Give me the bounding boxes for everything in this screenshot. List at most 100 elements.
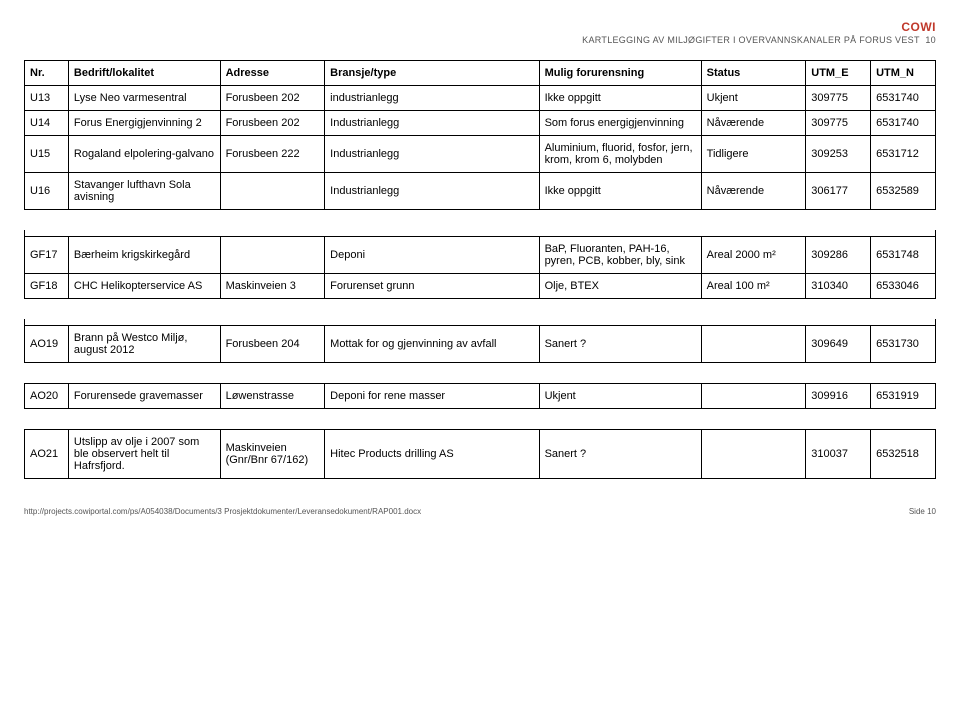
table-cell: GF17 [25,237,69,274]
col-header: Status [701,61,806,86]
table-cell: Maskinveien 3 [220,274,325,299]
table-cell: Brann på Westco Miljø, august 2012 [68,326,220,363]
table-cell: Industrianlegg [325,136,539,173]
footer-page: Side 10 [909,507,936,516]
table-row: U16Stavanger lufthavn Sola avisning Indus… [25,173,936,210]
table-row: AO19Brann på Westco Miljø, august 2012Fo… [25,326,936,363]
table-cell: 309775 [806,86,871,111]
footer-url: http://projects.cowiportal.com/ps/A05403… [24,507,421,516]
table-cell: GF18 [25,274,69,299]
table-cell: 6532518 [871,430,936,479]
table-cell: 6531919 [871,384,936,409]
table-cell: Forusbeen 204 [220,326,325,363]
table-cell: Forusbeen 202 [220,111,325,136]
table-cell: Hitec Products drilling AS [325,430,539,479]
table-cell: BaP, Fluoranten, PAH-16, pyren, PCB, kob… [539,237,701,274]
table-cell: Aluminium, fluorid, fosfor, jern, krom, … [539,136,701,173]
table-cell: Areal 100 m² [701,274,806,299]
table-cell: 309253 [806,136,871,173]
table-cell: Forurenset grunn [325,274,539,299]
table-cell [701,430,806,479]
table-cell: U15 [25,136,69,173]
table-row: AO20Forurensede gravemasserLøwenstrasseD… [25,384,936,409]
table-row: GF18CHC Helikopterservice ASMaskinveien … [25,274,936,299]
table-cell: CHC Helikopterservice AS [68,274,220,299]
table-cell: Maskinveien (Gnr/Bnr 67/162) [220,430,325,479]
table-cell: Industrianlegg [325,173,539,210]
table-cell: AO21 [25,430,69,479]
table-cell: Ukjent [701,86,806,111]
table-cell: Utslipp av olje i 2007 som ble observert… [68,430,220,479]
table-cell: 309649 [806,326,871,363]
table-row: U14Forus Energigjenvinning 2Forusbeen 20… [25,111,936,136]
table-cell: 6533046 [871,274,936,299]
table-header-row: Nr. Bedrift/lokalitet Adresse Bransje/ty… [25,61,936,86]
col-header: Mulig forurensning [539,61,701,86]
table-cell: Sanert ? [539,326,701,363]
table-cell: Forus Energigjenvinning 2 [68,111,220,136]
table-cell: Nåværende [701,173,806,210]
table-cell: 309775 [806,111,871,136]
table-cell: Bærheim krigskirkegård [68,237,220,274]
table-ao19: AO19Brann på Westco Miljø, august 2012Fo… [24,319,936,363]
table-cell: 309916 [806,384,871,409]
table-cell: Nåværende [701,111,806,136]
table-cell [701,326,806,363]
table-cell: Industrianlegg [325,111,539,136]
table-cell: AO19 [25,326,69,363]
brand-logo: COWI [901,20,936,34]
table-cell: Forusbeen 222 [220,136,325,173]
table-cell: 310037 [806,430,871,479]
table-cell: Mottak for og gjenvinning av avfall [325,326,539,363]
table-cell: AO20 [25,384,69,409]
col-header: Adresse [220,61,325,86]
col-header: UTM_E [806,61,871,86]
table-cell: 6532589 [871,173,936,210]
table-cell: 6531730 [871,326,936,363]
table-cell: industrianlegg [325,86,539,111]
table-cell: 310340 [806,274,871,299]
col-header: Nr. [25,61,69,86]
table-ao20: AO20Forurensede gravemasserLøwenstrasseD… [24,383,936,409]
table-cell: 6531740 [871,86,936,111]
table-cell: Som forus energigjenvinning [539,111,701,136]
table-cell: Deponi [325,237,539,274]
table-cell [220,173,325,210]
page-footer: http://projects.cowiportal.com/ps/A05403… [24,507,936,516]
page-header: COWI KARTLEGGING AV MILJØGIFTER I OVERVA… [24,20,936,46]
table-cell [220,237,325,274]
table-cell [701,384,806,409]
col-header: UTM_N [871,61,936,86]
table-cell: Stavanger lufthavn Sola avisning [68,173,220,210]
table-cell: Ikke oppgitt [539,86,701,111]
col-header: Bedrift/lokalitet [68,61,220,86]
table-cell: 309286 [806,237,871,274]
table-cell: Løwenstrasse [220,384,325,409]
table-cell: Ukjent [539,384,701,409]
table-row: GF17Bærheim krigskirkegård DeponiBaP, Flu… [25,237,936,274]
table-cell: 6531748 [871,237,936,274]
table-cell: Areal 2000 m² [701,237,806,274]
table-cell: 6531712 [871,136,936,173]
table-cell: 6531740 [871,111,936,136]
table-row: U13Lyse Neo varmesentralForusbeen 202ind… [25,86,936,111]
table-cell: Rogaland elpolering-galvano [68,136,220,173]
table-row: AO21Utslipp av olje i 2007 som ble obser… [25,430,936,479]
table-cell: Deponi for rene masser [325,384,539,409]
table-cell: U16 [25,173,69,210]
table-cell: Forurensede gravemasser [68,384,220,409]
table-ao21: AO21Utslipp av olje i 2007 som ble obser… [24,429,936,479]
table-cell: U14 [25,111,69,136]
table-cell: Lyse Neo varmesentral [68,86,220,111]
table-row: U15Rogaland elpolering-galvanoForusbeen … [25,136,936,173]
table-cell: Olje, BTEX [539,274,701,299]
table-cell: Forusbeen 202 [220,86,325,111]
table-cell: 306177 [806,173,871,210]
doc-title: KARTLEGGING AV MILJØGIFTER I OVERVANNSKA… [582,35,936,45]
table-cell: Ikke oppgitt [539,173,701,210]
table-top: Nr. Bedrift/lokalitet Adresse Bransje/ty… [24,60,936,210]
table-gf: GF17Bærheim krigskirkegård DeponiBaP, Flu… [24,230,936,299]
col-header: Bransje/type [325,61,539,86]
table-cell: Tidligere [701,136,806,173]
table-cell: U13 [25,86,69,111]
